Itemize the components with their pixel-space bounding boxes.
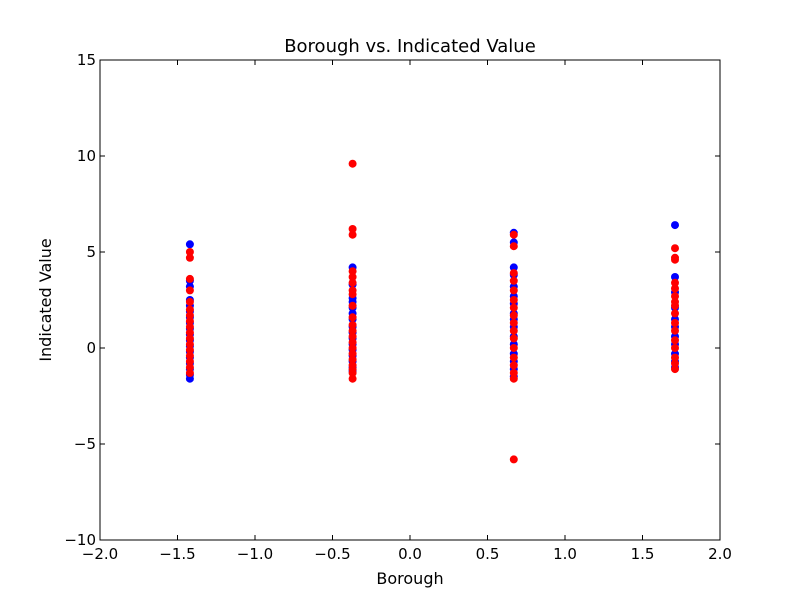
series-1-point-62 bbox=[671, 301, 679, 310]
series-1-point-51 bbox=[509, 361, 518, 370]
x-tick-label: −1.0 bbox=[237, 545, 273, 563]
series-1-point-53 bbox=[509, 374, 518, 383]
series-0-point-36 bbox=[509, 263, 518, 272]
series-1-point-16 bbox=[185, 369, 194, 377]
series-1-point-68 bbox=[671, 353, 679, 362]
series-1-point-22 bbox=[348, 278, 357, 287]
series-1-point-25 bbox=[348, 301, 357, 310]
series-1-point-33 bbox=[348, 355, 357, 364]
series-1-point-30 bbox=[348, 338, 357, 347]
series-0-point-17 bbox=[185, 374, 194, 383]
series-0-point-0 bbox=[185, 240, 194, 249]
series-1-point-20 bbox=[348, 267, 357, 276]
series-1-point-39 bbox=[509, 242, 518, 251]
x-tick-label: −1.5 bbox=[159, 545, 195, 563]
series-1-point-4 bbox=[185, 297, 194, 306]
series-1-point-7 bbox=[185, 317, 194, 326]
series-1-point-11 bbox=[185, 340, 194, 349]
x-tick-label: 0.0 bbox=[398, 545, 422, 563]
series-1-point-67 bbox=[671, 344, 679, 352]
series-1-point-19 bbox=[348, 230, 357, 239]
series-1-point-9 bbox=[185, 328, 194, 337]
series-1-point-1 bbox=[185, 253, 194, 262]
series-1-point-26 bbox=[348, 313, 357, 322]
series-1-point-14 bbox=[185, 357, 194, 366]
series-1-point-52 bbox=[509, 369, 518, 377]
series-1-point-63 bbox=[671, 309, 679, 318]
y-tick-label: 10 bbox=[77, 147, 96, 165]
series-1-point-43 bbox=[509, 296, 518, 304]
series-1-point-59 bbox=[671, 284, 679, 293]
series-1-point-64 bbox=[671, 319, 679, 327]
series-1-point-57 bbox=[671, 255, 679, 264]
series-1-point-69 bbox=[671, 359, 679, 368]
series-1-point-29 bbox=[348, 332, 357, 341]
series-1-point-10 bbox=[185, 334, 194, 343]
series-1-point-42 bbox=[509, 286, 518, 295]
series-1-point-3 bbox=[185, 286, 194, 295]
series-1-point-46 bbox=[509, 319, 518, 327]
series-1-point-49 bbox=[509, 344, 518, 352]
x-tick-label: 2.0 bbox=[708, 545, 732, 563]
series-0-point-51 bbox=[671, 273, 679, 281]
x-axis-label: Borough bbox=[376, 569, 443, 588]
series-1-point-60 bbox=[671, 292, 679, 301]
series-1-point-45 bbox=[509, 311, 518, 320]
series-1-point-32 bbox=[348, 349, 357, 358]
series-1-point-18 bbox=[348, 225, 357, 233]
y-tick-label: 0 bbox=[86, 339, 96, 357]
chart-title: Borough vs. Indicated Value bbox=[284, 36, 536, 57]
series-1-point-13 bbox=[185, 351, 194, 360]
series-1-point-6 bbox=[185, 311, 194, 320]
x-tick-label: −0.5 bbox=[314, 545, 350, 563]
x-tick-label: 0.5 bbox=[476, 545, 500, 563]
series-1-point-47 bbox=[509, 326, 518, 335]
x-tick-label: 1.5 bbox=[631, 545, 655, 563]
ticks-layer: −2.0 −1.5 −1.0 −0.5 0.0 0.5 1.0 1.5 2.0 −10 −5 0 5 10… bbox=[64, 51, 732, 563]
series-1-point-48 bbox=[509, 334, 518, 343]
series-1-point-31 bbox=[348, 344, 357, 352]
series-1-point-2 bbox=[185, 274, 194, 283]
x-tick-label: 1.0 bbox=[553, 545, 577, 563]
points-layer bbox=[185, 159, 679, 464]
series-1-point-54 bbox=[509, 455, 518, 464]
series-1-point-58 bbox=[671, 278, 679, 287]
series-1-point-36 bbox=[348, 369, 357, 377]
series-1-point-50 bbox=[509, 353, 518, 362]
y-tick-label: −10 bbox=[64, 531, 96, 549]
series-1-point-37 bbox=[348, 374, 357, 383]
series-1-point-70 bbox=[671, 365, 679, 374]
x-tick-label: −2.0 bbox=[82, 545, 118, 563]
series-1-point-44 bbox=[509, 303, 518, 312]
series-1-point-38 bbox=[509, 230, 518, 239]
series-1-point-40 bbox=[509, 269, 518, 278]
series-1-point-17 bbox=[348, 159, 357, 168]
series-1-point-24 bbox=[348, 290, 357, 299]
series-1-point-8 bbox=[185, 322, 194, 331]
series-1-point-55 bbox=[671, 244, 679, 253]
y-axis-label: Indicated Value bbox=[36, 238, 55, 361]
series-1-point-21 bbox=[348, 273, 357, 281]
series-1-point-41 bbox=[509, 276, 518, 285]
series-1-point-65 bbox=[671, 326, 679, 335]
series-1-point-27 bbox=[348, 321, 357, 329]
series-1-point-5 bbox=[185, 305, 194, 314]
y-tick-label: 5 bbox=[86, 243, 96, 261]
y-tick-label: −5 bbox=[74, 435, 96, 453]
y-tick-label: 15 bbox=[77, 51, 96, 69]
series-1-point-66 bbox=[671, 336, 679, 345]
series-1-point-15 bbox=[185, 363, 194, 372]
series-0-point-50 bbox=[671, 221, 679, 230]
series-1-point-0 bbox=[185, 248, 194, 256]
series-1-point-12 bbox=[185, 345, 194, 354]
series-1-point-28 bbox=[348, 326, 357, 335]
